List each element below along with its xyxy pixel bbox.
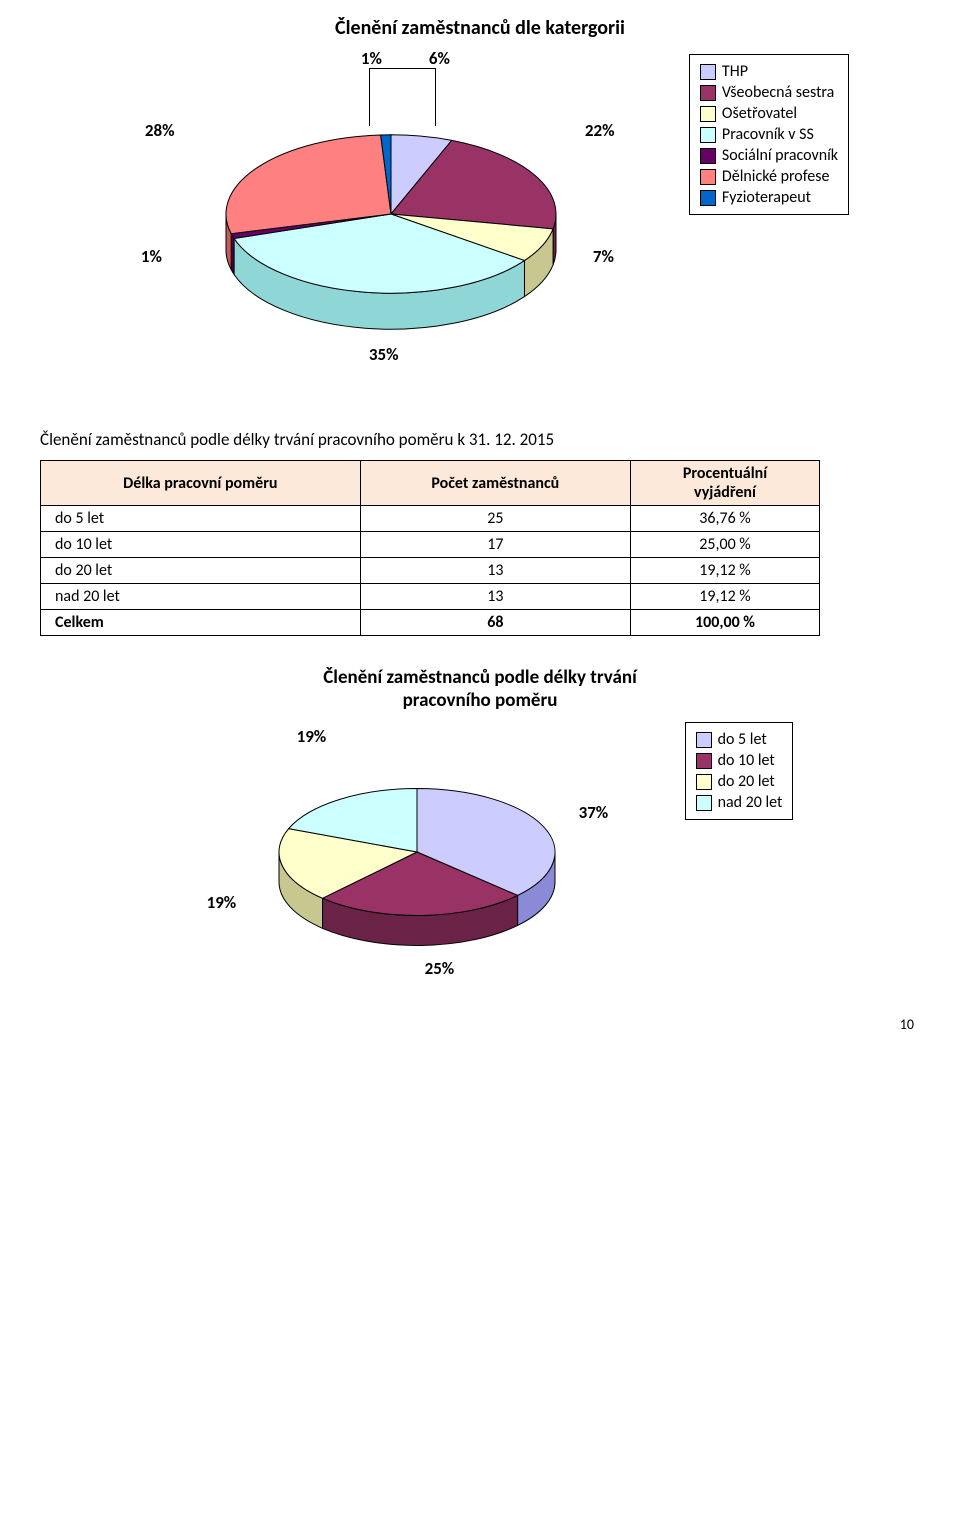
chart2-legend: do 5 let do 10 let do 20 let nad 20 let [685, 722, 794, 820]
table-cell: do 5 let [41, 506, 361, 532]
legend-item: nad 20 let [696, 792, 783, 813]
chart2-row: 37% 25% 19% 19% do 5 let do 10 let do 20 let n… [40, 722, 920, 982]
legend-label: Pracovník v SS [722, 125, 814, 144]
table-cell: 36,76 % [631, 506, 820, 532]
legend-label: do 20 let [718, 772, 775, 791]
legend-item: Dělnické profese [700, 166, 838, 187]
leader-line [435, 68, 436, 126]
legend-item: Pracovník v SS [700, 124, 838, 145]
legend-label: Dělnické profese [722, 167, 829, 186]
pie-svg [111, 54, 671, 374]
chart2-title-l2: pracovního poměru [403, 689, 558, 712]
page-number: 10 [40, 1016, 920, 1033]
table-header-cell: Délka pracovní poměru [41, 461, 361, 506]
table-cell: 13 [360, 584, 630, 610]
legend-swatch [700, 106, 716, 122]
legend-swatch [700, 148, 716, 164]
table-cell: 25,00 % [631, 532, 820, 558]
leader-line [403, 68, 436, 69]
pie-data-label: 1% [141, 246, 162, 267]
legend-swatch [700, 64, 716, 80]
pie-svg [167, 722, 667, 982]
pie-data-label: 25% [425, 958, 455, 979]
chart2-pie: 37% 25% 19% 19% [167, 722, 667, 982]
legend-item: Sociální pracovník [700, 145, 838, 166]
chart1-pie: 6%22%7%35%1%28%1% [111, 54, 671, 374]
legend-item: do 5 let [696, 729, 783, 750]
pie-data-label: 1% [361, 48, 382, 69]
legend-item: do 10 let [696, 750, 783, 771]
legend-swatch [700, 85, 716, 101]
pie-data-label: 19% [297, 726, 327, 747]
legend-item: do 20 let [696, 771, 783, 792]
table-header-cell: Procentuálnívyjádření [631, 461, 820, 506]
table-row: do 10 let1725,00 % [41, 532, 820, 558]
legend-swatch [696, 795, 712, 811]
chart1-row: 6%22%7%35%1%28%1% THPVšeobecná sestraOše… [40, 54, 920, 374]
legend-label: do 10 let [718, 751, 775, 770]
legend-item: THP [700, 61, 838, 82]
chart1-legend: THP Všeobecná sestra Ošetřovatel Pracovník … [689, 54, 849, 215]
legend-item: Ošetřovatel [700, 103, 838, 124]
chart1-title: Členění zaměstnanců dle katergorii [40, 16, 920, 40]
legend-label: Všeobecná sestra [722, 83, 834, 102]
page: Členění zaměstnanců dle katergorii 6% 22%… [0, 0, 960, 1053]
table-header-cell: Počet zaměstnanců [360, 461, 630, 506]
table-cell: do 20 let [41, 558, 361, 584]
th-text: Procentuálnívyjádření [683, 464, 767, 502]
legend-label: nad 20 let [718, 793, 783, 812]
legend-label: Ošetřovatel [722, 104, 797, 123]
table-cell: 100,00 % [631, 610, 820, 636]
legend-label: Fyzioterapeut [722, 188, 811, 207]
table-row: nad 20 let1319,12 % [41, 584, 820, 610]
table-row: do 20 let1319,12 % [41, 558, 820, 584]
table-cell: 25 [360, 506, 630, 532]
chart2-block: Členění zaměstnanců podle délky trvání p… [40, 666, 920, 982]
table-cell: 68 [360, 610, 630, 636]
section2-heading: Členění zaměstnanců podle délky trvání p… [40, 429, 920, 450]
pie-data-label: 22% [585, 120, 615, 141]
pie-data-label: 6% [429, 48, 450, 69]
legend-swatch [700, 169, 716, 185]
legend-swatch [696, 753, 712, 769]
table-cell: 19,12 % [631, 584, 820, 610]
table-cell: nad 20 let [41, 584, 361, 610]
table-total-row: Celkem68100,00 % [41, 610, 820, 636]
pie-data-label: 35% [369, 344, 399, 365]
chart2-title-l1: Členění zaměstnanců podle délky trvání [323, 666, 637, 689]
legend-label: THP [722, 62, 748, 81]
table-cell: 13 [360, 558, 630, 584]
legend-swatch [700, 127, 716, 143]
table-row: do 5 let2536,76 % [41, 506, 820, 532]
chart2-title: Členění zaměstnanců podle délky trvání p… [40, 666, 920, 712]
pie-data-label: 37% [579, 802, 609, 823]
legend-label: do 5 let [718, 730, 767, 749]
data-table: Délka pracovní poměruPočet zaměstnanců Pr… [40, 460, 820, 636]
leader-line [369, 68, 370, 126]
table-cell: 19,12 % [631, 558, 820, 584]
pie-data-label: 19% [207, 892, 237, 913]
pie-data-label: 7% [593, 246, 614, 267]
pie-data-label: 28% [145, 120, 175, 141]
table-cell: 17 [360, 532, 630, 558]
table-cell: do 10 let [41, 532, 361, 558]
legend-swatch [700, 190, 716, 206]
legend-item: Všeobecná sestra [700, 82, 838, 103]
legend-swatch [696, 732, 712, 748]
legend-label: Sociální pracovník [722, 146, 838, 165]
leader-line [369, 68, 403, 69]
legend-swatch [696, 774, 712, 790]
table-cell: Celkem [41, 610, 361, 636]
legend-item: Fyzioterapeut [700, 187, 838, 208]
